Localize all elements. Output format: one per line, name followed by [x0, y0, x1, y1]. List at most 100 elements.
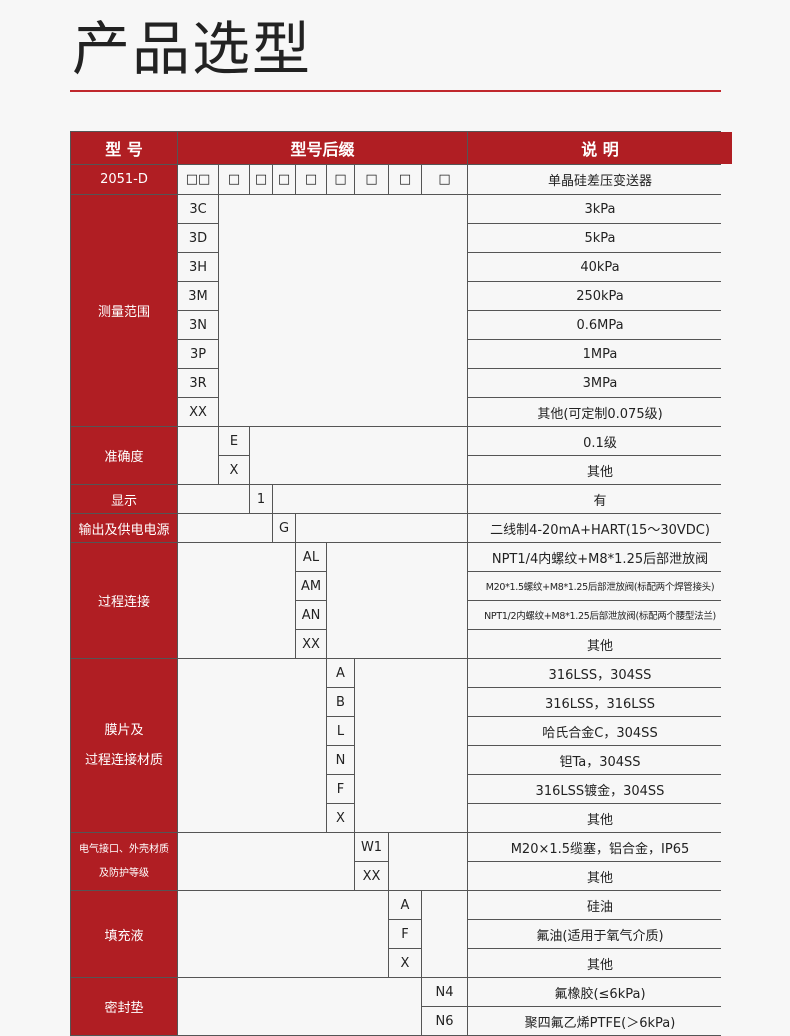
option-description: 二线制4-20mA+HART(15～30VDC): [468, 514, 732, 542]
blank-right: [389, 833, 467, 890]
group-label-line: 及防护等级: [99, 867, 149, 879]
suffix-placeholder: □□: [178, 165, 218, 194]
option-code: 3C: [178, 195, 218, 223]
model-description: 单晶硅差压变送器: [468, 165, 732, 194]
option-description: 哈氏合金C，304SS: [468, 717, 732, 745]
option-description: NPT1/2内螺纹+M8*1.25后部泄放阀(标配两个腰型法兰): [468, 601, 732, 629]
blank-left: [178, 978, 421, 1035]
blank-right: [355, 659, 467, 832]
option-description: 3kPa: [468, 195, 732, 223]
blank-right: [327, 543, 467, 658]
option-description: M20×1.5缆塞，铝合金，IP65: [468, 833, 732, 861]
option-description: 3MPa: [468, 369, 732, 397]
blank-left: [178, 514, 272, 542]
group-label-line: 输出及供电电源: [78, 522, 170, 538]
group-label-line: 膜片及: [104, 722, 144, 738]
option-description: 氟橡胶(≤6kPa): [468, 978, 732, 1006]
blank-right: [219, 195, 467, 426]
option-description: 其他: [468, 949, 732, 977]
option-code: 3M: [178, 282, 218, 310]
group-label-line: 显示: [110, 493, 137, 509]
option-description: M20*1.5螺纹+M8*1.25后部泄放阀(标配两个焊管接头): [468, 572, 732, 600]
group-label-line: 电气接口、外壳材质: [79, 843, 169, 855]
option-description: 40kPa: [468, 253, 732, 281]
model-code: 2051-D: [71, 165, 177, 194]
group-label: 准确度: [71, 427, 177, 484]
option-code: 3N: [178, 311, 218, 339]
group-label: 密封垫: [71, 978, 177, 1035]
group-label-line: 填充液: [104, 928, 144, 944]
option-code: XX: [178, 398, 218, 426]
option-code: 3R: [178, 369, 218, 397]
header-suffix: 型号后缀: [178, 132, 467, 164]
option-code: 3D: [178, 224, 218, 252]
option-description: 其他(可定制0.075级): [468, 398, 732, 426]
option-description: 316LSS镀金，304SS: [468, 775, 732, 803]
group-label: 输出及供电电源: [71, 514, 177, 542]
option-code: AL: [296, 543, 326, 571]
option-code: X: [389, 949, 421, 977]
option-code: X: [219, 456, 249, 484]
header-model: 型 号: [71, 132, 177, 164]
option-code: L: [327, 717, 354, 745]
blank-left: [178, 659, 326, 832]
option-description: 0.1级: [468, 427, 732, 455]
option-code: N4: [422, 978, 467, 1006]
group-label: 测量范围: [71, 195, 177, 426]
option-description: 其他: [468, 630, 732, 658]
option-description: 1MPa: [468, 340, 732, 368]
option-description: 其他: [468, 456, 732, 484]
option-code: X: [327, 804, 354, 832]
option-description: 316LSS，304SS: [468, 659, 732, 687]
option-code: AN: [296, 601, 326, 629]
group-label-line: 测量范围: [97, 305, 150, 320]
group-label-line: 准确度: [104, 450, 144, 465]
option-description: 聚四氟乙烯PTFE(＞6kPa): [468, 1007, 732, 1035]
blank-left: [178, 543, 295, 658]
group-label: 填充液: [71, 891, 177, 977]
group-label: 膜片及 过程连接材质: [71, 659, 177, 832]
option-code: A: [389, 891, 421, 919]
option-code: W1: [355, 833, 388, 861]
blank-left: [178, 891, 388, 977]
blank-left: [178, 833, 354, 890]
group-label-line: 过程连接材质: [84, 752, 163, 768]
blank-right: [296, 514, 467, 542]
option-description: 氟油(适用于氧气介质): [468, 920, 732, 948]
page-title: 产品选型: [72, 15, 313, 83]
blank-left: [178, 485, 249, 513]
suffix-placeholder: □: [250, 165, 272, 194]
blank-right: [250, 427, 467, 484]
option-code: XX: [296, 630, 326, 658]
option-description: 其他: [468, 804, 732, 832]
option-description: 有: [468, 485, 732, 513]
group-label: 过程连接: [71, 543, 177, 658]
option-code: N: [327, 746, 354, 774]
option-description: 其他: [468, 862, 732, 890]
option-description: 钽Ta，304SS: [468, 746, 732, 774]
group-label: 电气接口、外壳材质 及防护等级: [71, 833, 177, 890]
option-description: 316LSS，316LSS: [468, 688, 732, 716]
option-code: F: [327, 775, 354, 803]
group-label-line: 过程连接: [97, 595, 150, 610]
suffix-placeholder: □: [296, 165, 326, 194]
option-description: 0.6MPa: [468, 311, 732, 339]
blank-right: [273, 485, 467, 513]
blank-left: [178, 427, 218, 484]
group-label-line: 密封垫: [104, 1001, 144, 1016]
suffix-placeholder: □: [273, 165, 295, 194]
suffix-placeholder: □: [219, 165, 249, 194]
suffix-placeholder: □: [355, 165, 388, 194]
option-code: AM: [296, 572, 326, 600]
selection-table: 型 号型号后缀说 明 2051-D □□ □ □ □ □ □ □ □ □ 单晶硅差压变送器 测量范围 3C…: [70, 131, 732, 1036]
suffix-placeholder: □: [327, 165, 354, 194]
group-label: 显示: [71, 485, 177, 513]
option-code: 3P: [178, 340, 218, 368]
option-code: B: [327, 688, 354, 716]
option-code: F: [389, 920, 421, 948]
option-description: 5kPa: [468, 224, 732, 252]
option-code: G: [273, 514, 295, 542]
option-description: 硅油: [468, 891, 732, 919]
option-code: 1: [250, 485, 272, 513]
title-divider: [70, 90, 721, 92]
